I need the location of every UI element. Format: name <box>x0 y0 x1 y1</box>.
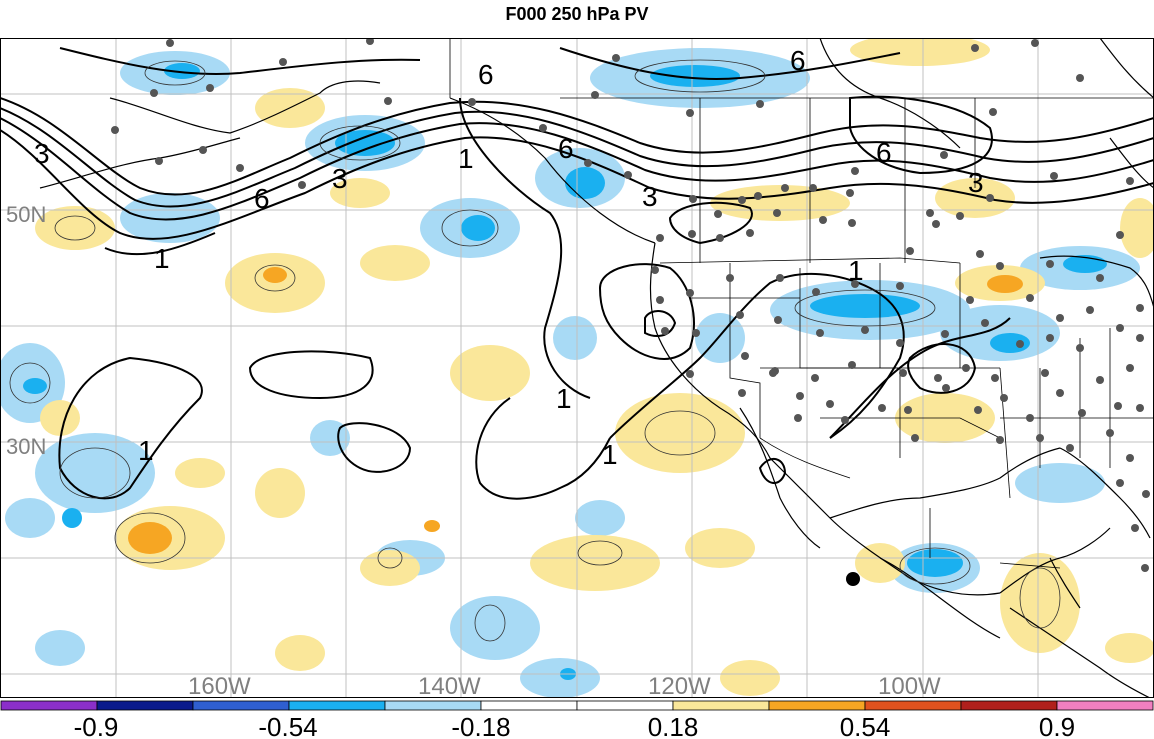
colorbar-tick-label: 0.9 <box>1039 712 1075 739</box>
contour-label: 3 <box>968 167 984 198</box>
colorbar-box <box>1056 700 1154 711</box>
political-borders <box>449 38 1154 569</box>
lat-label-30n: 30N <box>6 434 46 459</box>
contour-label: 6 <box>558 133 574 164</box>
colorbar-box <box>960 700 1058 711</box>
anomaly-outlines <box>9 59 1061 642</box>
colorbar-box <box>384 700 482 711</box>
colorbar-box <box>96 700 194 711</box>
contour-label: 1 <box>154 243 170 274</box>
colorbar-box <box>288 700 386 711</box>
colorbar-box <box>864 700 962 711</box>
colorbar-box <box>672 700 770 711</box>
contour-label: 6 <box>254 183 270 214</box>
highlight-point <box>846 572 860 586</box>
contour-label: 1 <box>602 439 618 470</box>
pv-contours <box>0 47 1154 500</box>
graticule <box>0 38 1154 698</box>
contour-label: 6 <box>790 45 806 76</box>
contour-label: 1 <box>458 143 474 174</box>
colorbar-boxes <box>0 700 1154 711</box>
pv-map: 3 6 1 3 6 6 1 3 6 6 3 1 1 1 1 50N 30N 16… <box>0 38 1154 698</box>
contour-label: 6 <box>876 137 892 168</box>
map-title: F000 250 hPa PV <box>505 4 649 24</box>
contour-label: 1 <box>138 435 154 466</box>
contour-label: 3 <box>642 181 658 212</box>
lon-label-120w: 120W <box>648 673 711 698</box>
colorbar-tick-label: -0.54 <box>258 712 317 739</box>
lon-label-160w: 160W <box>188 673 251 698</box>
colorbar-tick-label: -0.9 <box>74 712 119 739</box>
lon-label-140w: 140W <box>418 673 481 698</box>
lat-label-50n: 50N <box>6 202 46 227</box>
contour-label: 1 <box>556 383 572 414</box>
colorbar-box <box>480 700 578 711</box>
strong-positive-pv-shading <box>128 267 1023 554</box>
colorbar-tick-label: 0.54 <box>840 712 891 739</box>
lon-label-100w: 100W <box>878 673 941 698</box>
strong-negative-pv-shading <box>23 63 1107 680</box>
colorbar-box <box>0 700 98 711</box>
contour-label: 1 <box>848 255 864 286</box>
station-dots <box>111 38 1150 572</box>
colorbar: -0.9 -0.54 -0.18 0.18 0.54 0.9 <box>0 700 1154 739</box>
colorbar-box <box>576 700 674 711</box>
colorbar-box <box>192 700 290 711</box>
contour-label: 3 <box>34 138 50 169</box>
colorbar-tick-label: 0.18 <box>648 712 699 739</box>
colorbar-tick-label: -0.18 <box>451 712 510 739</box>
contour-label: 3 <box>332 163 348 194</box>
contour-labels: 3 6 1 3 6 6 1 3 6 6 3 1 1 1 1 <box>34 45 984 470</box>
colorbar-box <box>768 700 866 711</box>
contour-label: 6 <box>478 59 494 90</box>
